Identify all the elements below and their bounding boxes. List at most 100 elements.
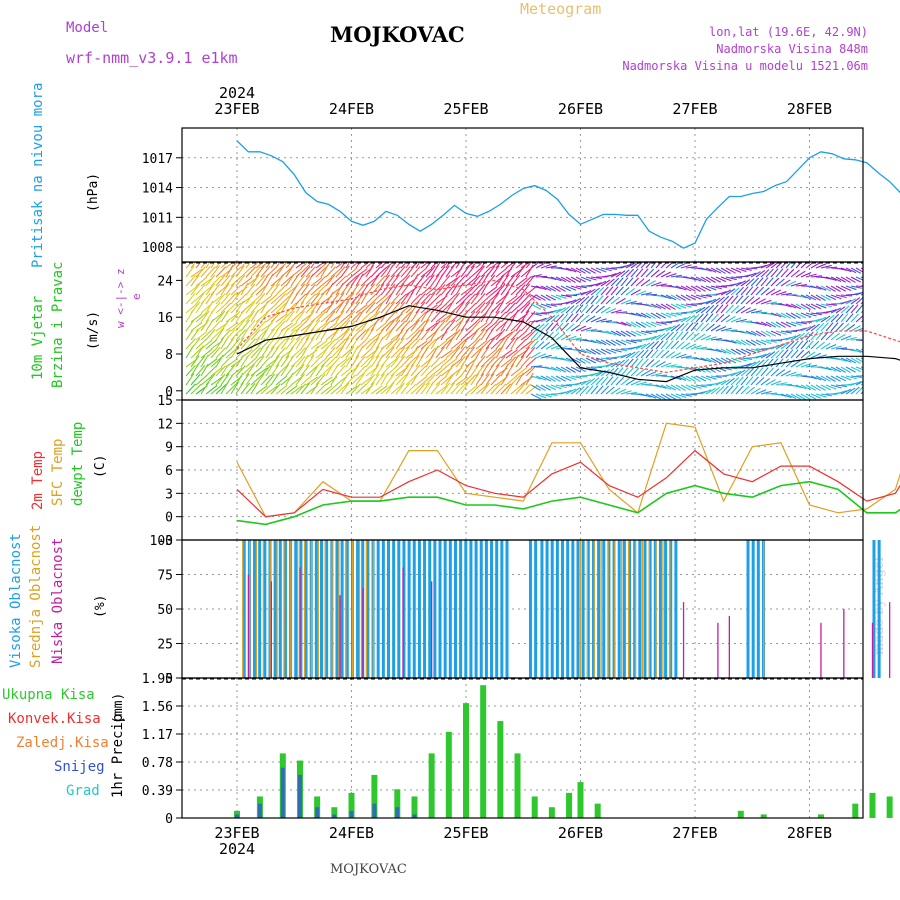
wind-barb — [770, 330, 782, 336]
wind-barb — [645, 330, 658, 333]
wind-barb — [710, 297, 721, 305]
wind-barb — [840, 388, 852, 395]
wind-barb — [500, 292, 510, 305]
wind-barb — [460, 265, 470, 278]
wind-barb — [620, 287, 630, 296]
high-cloud-bar — [597, 540, 601, 678]
wind-barb — [265, 319, 275, 332]
wind-barb — [660, 303, 671, 310]
wind-barb — [295, 330, 307, 341]
wind-barb — [335, 262, 345, 269]
wind-barb — [810, 312, 822, 316]
wind-barb — [260, 265, 271, 278]
wind-barb — [750, 339, 761, 346]
wind-barb — [340, 319, 351, 332]
wind-barb — [365, 283, 375, 296]
wind-barb — [485, 286, 498, 296]
high-cloud-bar — [392, 540, 396, 678]
wind-barb — [515, 303, 528, 314]
wind-barb — [245, 319, 256, 332]
wind-barb — [765, 339, 777, 343]
wind-barb — [425, 274, 435, 287]
wind-barb — [675, 317, 687, 323]
wind-barb — [265, 328, 275, 341]
wind-barb — [575, 296, 586, 305]
wind-barb — [710, 366, 722, 373]
wind-barb — [380, 302, 391, 314]
wind-barb — [280, 337, 290, 350]
wind-barb — [360, 338, 372, 350]
precip-total-bar — [594, 803, 601, 818]
wind-barb — [535, 331, 544, 341]
wind-barb — [310, 382, 320, 395]
wind-barb — [570, 337, 582, 341]
wind-barb — [410, 364, 421, 377]
wind-barb — [435, 320, 446, 332]
precip-total-bar — [394, 789, 401, 818]
wind-barb — [315, 364, 325, 377]
high-cloud-bar — [648, 540, 652, 678]
wind-barb — [300, 364, 310, 377]
wind-barb — [700, 334, 712, 341]
wind-barb — [525, 294, 537, 305]
wind-barb — [820, 342, 831, 350]
wind-barb — [530, 274, 542, 278]
wind-barb — [470, 372, 480, 386]
wind-barb — [740, 363, 752, 368]
wind-barb — [635, 358, 644, 368]
wind-barb — [275, 302, 287, 314]
wind-barb — [305, 355, 315, 368]
wind-barb — [390, 374, 401, 386]
wind-barb — [640, 279, 651, 287]
wind-barb — [640, 342, 651, 350]
wind-barb — [845, 267, 857, 274]
wind-barb — [240, 373, 250, 386]
wind-barb — [205, 365, 217, 377]
precip-snow-bar — [257, 803, 262, 818]
wind-barb — [290, 311, 302, 323]
wind-barb — [795, 384, 807, 390]
wind-barb — [390, 301, 401, 314]
wind-barb — [520, 262, 531, 269]
wind-barb — [335, 292, 345, 305]
wind-barb — [535, 312, 548, 315]
wind-barb — [700, 294, 712, 298]
wind-barb — [585, 366, 597, 370]
wind-barb — [335, 384, 347, 395]
wind-barb — [715, 267, 726, 274]
wind-barb — [380, 265, 390, 278]
wind-barb — [365, 293, 377, 305]
wind-barb — [290, 348, 302, 359]
wind-barb — [525, 262, 532, 269]
wind-barb — [380, 365, 391, 377]
wind-barb — [230, 381, 239, 395]
wind-barb — [585, 348, 596, 355]
wind-barb — [195, 312, 207, 323]
wind-barb — [745, 330, 757, 336]
wind-barb — [415, 311, 427, 323]
wind-barb — [300, 283, 310, 296]
wind-barb — [360, 348, 372, 359]
wind-barb — [815, 393, 827, 398]
wind-barb — [515, 277, 528, 287]
wind-barb — [470, 303, 482, 314]
wind-barb — [230, 337, 241, 350]
wind-barb — [845, 276, 856, 283]
wind-barb — [425, 330, 438, 341]
wind-barb — [710, 375, 722, 379]
wind-barb — [270, 311, 282, 323]
wind-barb — [585, 267, 596, 274]
wind-barb — [570, 366, 581, 373]
wind-barb — [725, 295, 734, 305]
wind-barb — [770, 344, 782, 350]
wind-barb — [805, 364, 817, 368]
wind-barb — [670, 312, 682, 316]
wind-barb — [335, 321, 347, 332]
wind-barb — [830, 332, 841, 341]
wind-barb — [230, 262, 239, 269]
wind-barb — [535, 285, 547, 291]
wind-barb — [585, 385, 594, 395]
wind-barb — [815, 285, 827, 291]
wind-barbs — [185, 262, 863, 400]
precip-snow-bar — [332, 814, 337, 818]
